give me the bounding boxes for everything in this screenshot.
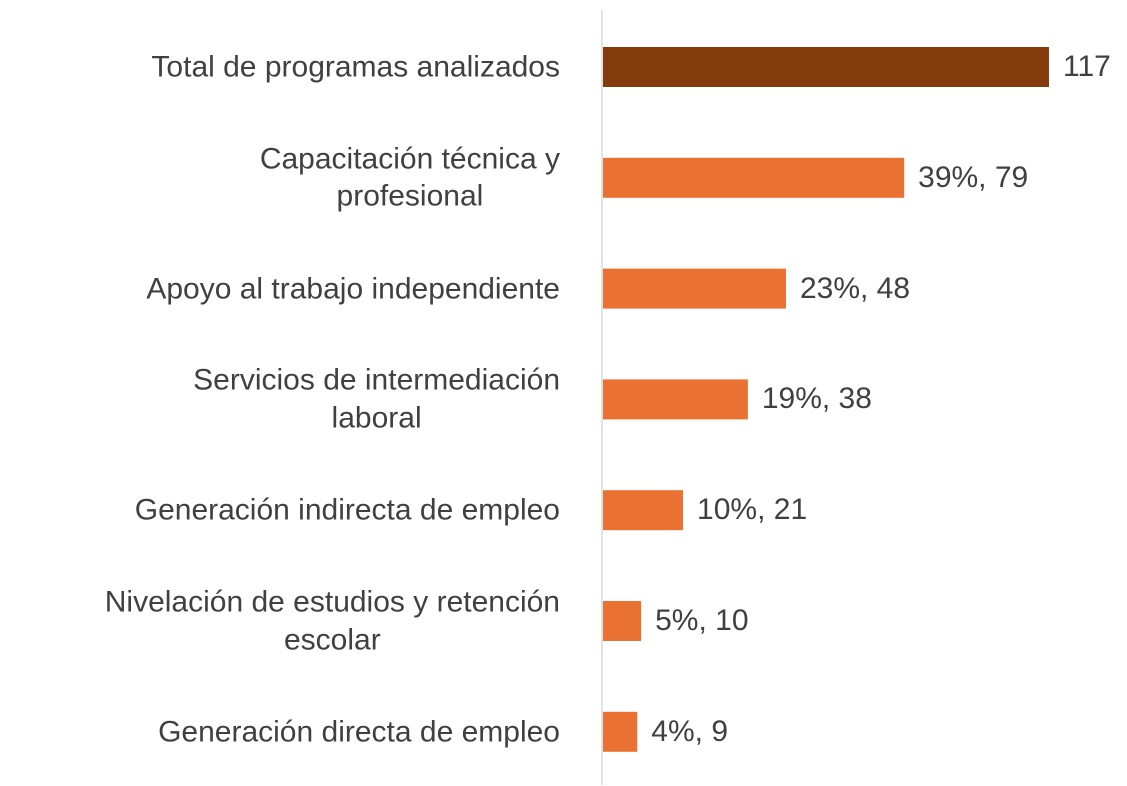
bar bbox=[603, 490, 684, 531]
value-label: 4%, 9 bbox=[651, 714, 729, 748]
bar bbox=[603, 601, 642, 641]
bar bbox=[603, 47, 1049, 87]
category-label: Servicios de intermediación laboral bbox=[193, 363, 560, 435]
value-label: 10%, 21 bbox=[697, 493, 808, 527]
category-label: Capacitación técnica y profesional bbox=[259, 142, 560, 213]
value-label: 23%, 48 bbox=[799, 271, 911, 305]
category-label: Generación directa de empleo bbox=[158, 715, 560, 749]
category-label: Total de programas analizados bbox=[151, 50, 560, 84]
category-label: Apoyo al trabajo independiente bbox=[146, 271, 560, 305]
bar bbox=[603, 379, 748, 420]
bar bbox=[603, 711, 638, 752]
bar bbox=[603, 157, 905, 198]
value-label: 117 bbox=[1063, 50, 1111, 83]
value-label: 5%, 10 bbox=[655, 604, 749, 637]
bar bbox=[603, 268, 786, 309]
value-label: 39%, 79 bbox=[918, 160, 1029, 194]
category-label: Nivelación de estudios y retención escol… bbox=[104, 585, 560, 657]
value-label: 19%, 38 bbox=[761, 382, 872, 416]
category-label: Generación indirecta de empleo bbox=[134, 493, 560, 527]
